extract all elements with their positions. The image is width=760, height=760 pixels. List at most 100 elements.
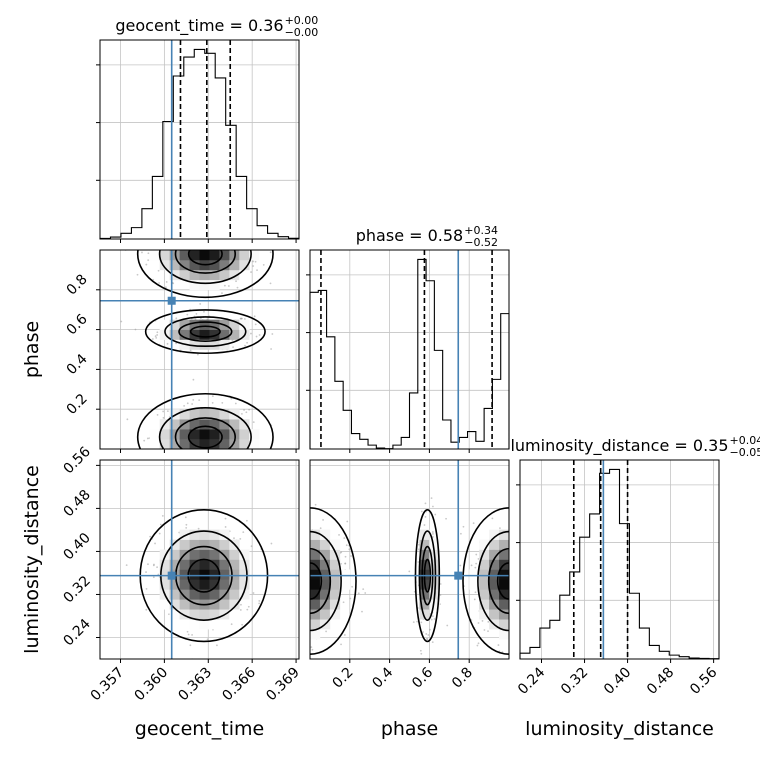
- sample-point: [126, 418, 129, 421]
- density-cell: [329, 579, 341, 590]
- density-cell: [319, 539, 331, 550]
- density-cell: [489, 609, 500, 620]
- title-sup-luminosity_distance: +0.04: [730, 434, 760, 447]
- sample-point: [246, 341, 249, 344]
- sample-point: [445, 517, 447, 520]
- density-cell: [189, 319, 200, 330]
- density-cell: [209, 329, 220, 340]
- sample-point: [301, 593, 303, 595]
- sample-point: [266, 481, 268, 483]
- sample-point: [208, 244, 210, 246]
- density-cell: [209, 599, 220, 610]
- density-cell: [319, 569, 331, 580]
- density-cell: [429, 599, 440, 610]
- density-cell: [310, 539, 321, 550]
- sample-point: [125, 564, 128, 567]
- sample-point: [258, 600, 261, 602]
- sample-point: [432, 505, 434, 508]
- sample-point: [510, 530, 512, 532]
- sample-point: [527, 598, 529, 600]
- sample-point: [430, 497, 433, 500]
- sample-point: [260, 615, 262, 617]
- sample-point: [204, 248, 206, 250]
- sample-point: [206, 456, 208, 458]
- density-cell: [169, 429, 180, 440]
- sample-point: [302, 569, 304, 571]
- sample-point: [223, 467, 225, 469]
- density-cell: [209, 429, 220, 440]
- sample-point: [285, 578, 287, 580]
- sample-point: [180, 456, 182, 458]
- sample-point: [528, 576, 530, 578]
- sample-point: [512, 561, 514, 563]
- sample-point: [201, 462, 203, 464]
- sample-point: [477, 622, 480, 624]
- density-cell: [189, 599, 200, 610]
- panel-frame: [519, 459, 720, 660]
- density-cell: [219, 539, 230, 550]
- sample-point: [248, 222, 250, 224]
- sample-point: [432, 532, 434, 535]
- density-cell: [209, 539, 220, 550]
- sample-point: [527, 609, 529, 611]
- sample-point: [250, 332, 252, 335]
- sample-point: [181, 461, 183, 463]
- density-cell: [189, 409, 200, 420]
- panel-frame: [99, 39, 300, 240]
- density-cell: [189, 569, 200, 580]
- sample-point: [166, 410, 169, 413]
- sample-point: [286, 607, 288, 609]
- sample-point: [236, 286, 239, 289]
- sample-point: [225, 243, 227, 245]
- sample-point: [203, 460, 205, 462]
- sample-point: [156, 566, 158, 569]
- sample-point: [521, 577, 523, 579]
- x-tick-label: 0.48: [644, 665, 677, 698]
- sample-point: [245, 240, 247, 242]
- x-tick-label: 0.369: [263, 665, 303, 705]
- density-cell: [219, 569, 230, 580]
- density-cell: [199, 329, 210, 340]
- title-sup-geocent_time: +0.00: [285, 14, 319, 27]
- sample-point: [305, 605, 307, 607]
- sample-point: [340, 643, 342, 646]
- sample-point: [303, 602, 305, 604]
- sample-point: [344, 562, 347, 565]
- sample-point: [511, 540, 513, 542]
- title-luminosity_distance: luminosity_distance = 0.35: [510, 436, 728, 456]
- sample-point: [243, 318, 246, 320]
- sample-point: [157, 269, 160, 272]
- y-tick-label: 0.2: [64, 391, 91, 418]
- sample-point: [206, 479, 208, 481]
- density-cell: [310, 619, 321, 630]
- sample-point: [246, 608, 249, 611]
- sample-point: [535, 572, 537, 574]
- sample-point: [512, 555, 514, 557]
- x-tick-label: 0.360: [132, 665, 172, 705]
- sample-point: [192, 235, 194, 237]
- density-cell: [209, 609, 220, 620]
- sample-point: [517, 562, 519, 564]
- density-cell: [189, 539, 200, 550]
- sample-point: [524, 595, 526, 597]
- sample-point: [459, 564, 462, 567]
- density-cell: [209, 409, 220, 420]
- sample-point: [224, 526, 227, 528]
- x-tick-label: 0.4: [369, 664, 396, 691]
- sample-point: [190, 230, 192, 232]
- sample-point: [299, 590, 301, 592]
- sample-point: [305, 551, 307, 553]
- sample-point: [521, 597, 523, 599]
- hist-panel-luminosity_distance: luminosity_distance = 0.35 +0.04−0.05: [510, 434, 760, 663]
- sample-point: [561, 644, 563, 646]
- sample-point: [528, 591, 530, 593]
- scatter-panel-luminosity_distance-vs-geocent_time: [96, 459, 300, 663]
- sample-point: [270, 348, 272, 350]
- sample-point: [284, 588, 286, 590]
- density-cell: [209, 579, 220, 590]
- density-cell: [209, 529, 220, 540]
- sample-point: [269, 246, 271, 248]
- sample-point: [249, 235, 251, 237]
- sample-point: [532, 607, 534, 609]
- sample-point: [203, 245, 205, 247]
